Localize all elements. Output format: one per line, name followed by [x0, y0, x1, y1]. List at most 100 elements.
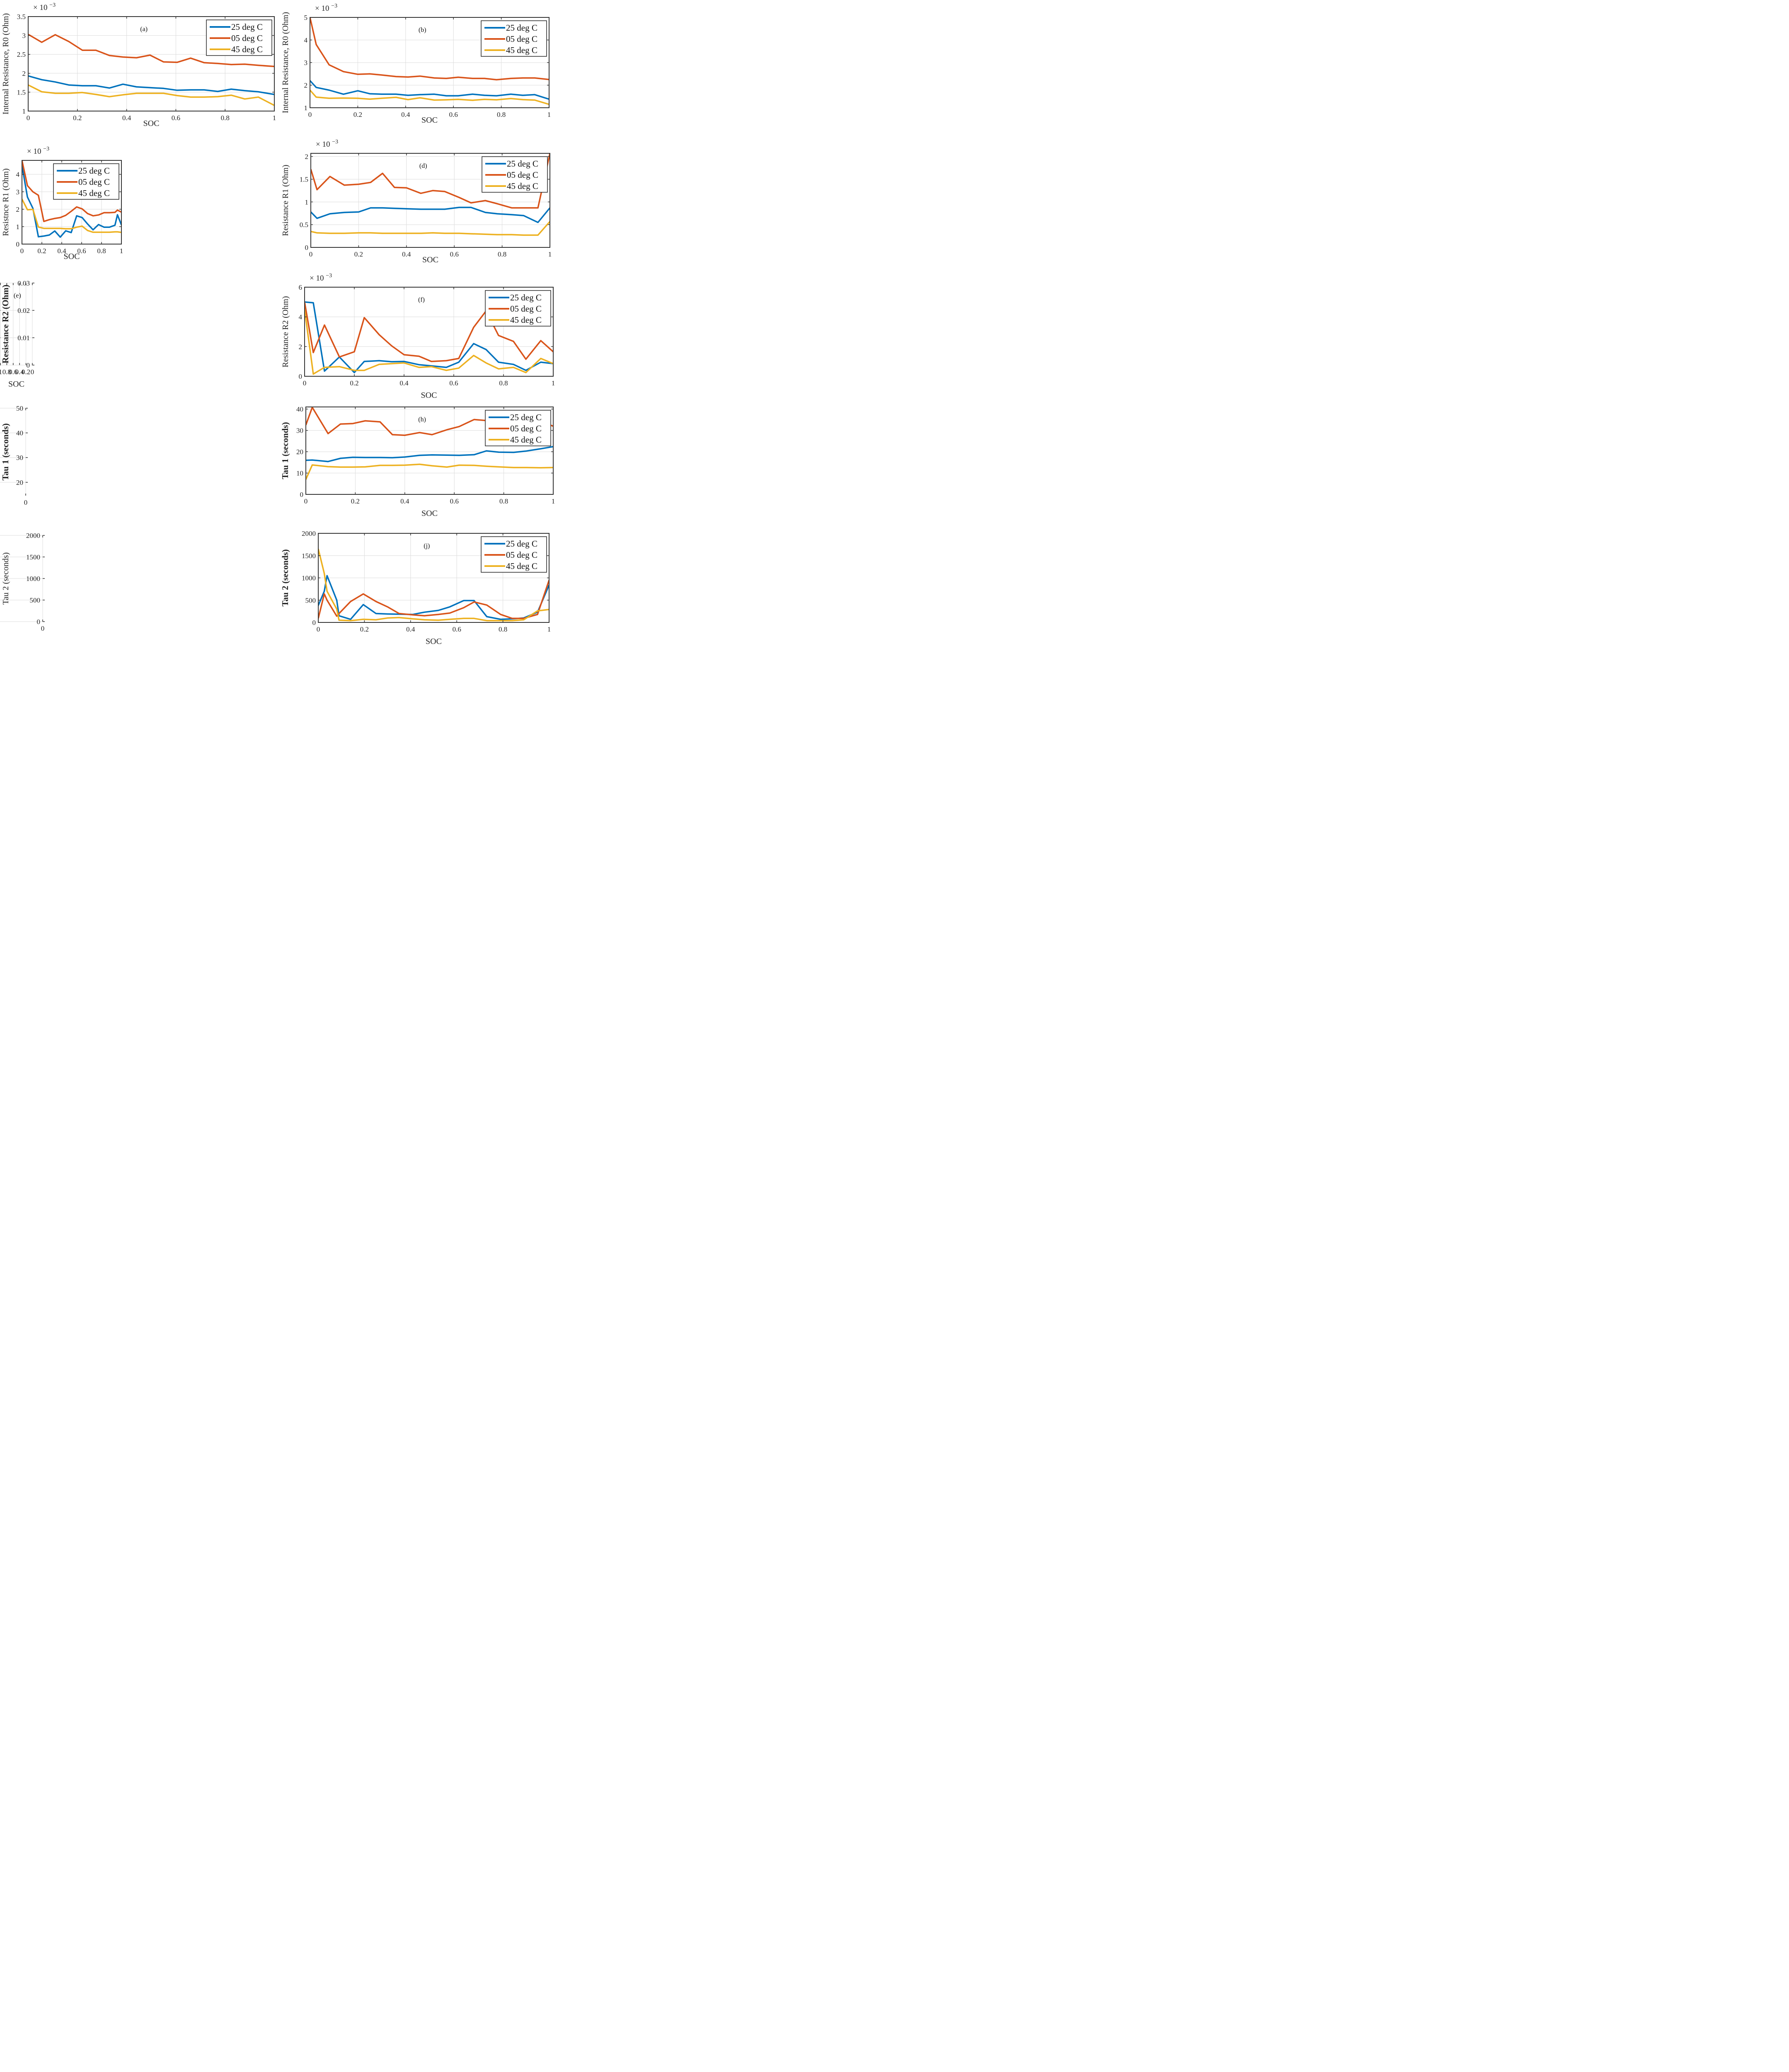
axis-multiplier: × 10 −3: [27, 146, 49, 156]
x-axis-label: SOC: [421, 391, 437, 400]
y-axis-label: Resistance R2 (Ohm): [0, 285, 10, 363]
x-tick-label: 0.6: [450, 497, 459, 505]
y-tick-label: 2: [16, 206, 20, 213]
y-tick-label: 1500: [302, 552, 316, 560]
y-tick-label: 30: [16, 454, 23, 462]
x-tick-label: 1: [552, 497, 555, 505]
x-tick-label: 0.2: [73, 114, 82, 122]
legend-label: 25 deg C: [506, 539, 537, 549]
multiplier-base: × 10: [316, 140, 332, 149]
x-tick-label: 0.8: [221, 114, 230, 122]
legend-label: 25 deg C: [507, 159, 538, 169]
panel-tag: (h): [418, 416, 426, 423]
legend-label: 45 deg C: [507, 181, 538, 191]
x-tick-label: 0.6: [450, 250, 459, 258]
y-tick-label: 0.02: [17, 307, 30, 315]
legend-label: 45 deg C: [510, 435, 542, 445]
x-tick-label: 1: [0, 368, 2, 376]
x-axis-label: SOC: [143, 119, 160, 128]
chart-svg-g: 00.20.40.60.8120304050SOCTau 1 (seconds)…: [0, 404, 28, 506]
y-axis-label: Tau 2 (seconds): [280, 549, 290, 606]
x-tick-label: 0.8: [498, 250, 506, 258]
x-axis-label: SOC: [426, 637, 442, 646]
legend-label: 05 deg C: [510, 424, 542, 433]
y-tick-label: 1000: [26, 575, 40, 583]
y-tick-label: 10: [296, 470, 303, 477]
x-tick-label: 0: [308, 111, 312, 119]
axis-multiplier: × 10 −3: [33, 2, 56, 12]
chart-panel-h: 0 0.2 0.4 0.6 0.8 1 0 10 20 30 40 SOC Tau 1 (seconds…: [280, 398, 559, 528]
x-tick-label: 0.2: [37, 247, 46, 255]
y-axis-label: Internal Resistance, R0 (Ohm): [1, 13, 10, 114]
y-axis-label: Tau 2 (seconds): [1, 552, 10, 605]
chart-panel-e: 0 0.2 0.4 0.6 0.8 1 0 0.01 0.02 0.03 SOC Resistance…: [0, 274, 280, 404]
chart-svg-b: 0 0.2 0.4 0.6 0.8 1 1 2 3 4 5 SOC Internal Resistanc…: [281, 3, 551, 125]
series-line-25-deg-c: [28, 75, 274, 95]
y-axis-label: Tau 1 (seconds): [280, 422, 290, 479]
chart-panel-j: 0 0.2 0.4 0.6 0.8 1 0 500 1000 1500 2000 SOC Tau 2 (…: [280, 522, 559, 652]
chart-svg-a: 0 0.2 0.4 0.6 0.8 1 1 1.5 2 2.5 3 3.5 SOC Internal Re…: [1, 2, 276, 128]
axes-frame: [310, 153, 550, 248]
x-tick-label: 1: [120, 247, 123, 255]
legend-label: 25 deg C: [510, 293, 542, 303]
y-tick-label: 0: [300, 491, 304, 499]
series-line-25-deg-c: [318, 575, 549, 620]
chart-svg-c: 0 0.2 0.4 0.6 0.8 1 0 1 2 3 4 SOC Resistnce R1 (Ohm)…: [1, 146, 123, 261]
multiplier-base: × 10: [33, 3, 49, 12]
y-tick-label: 1: [305, 198, 309, 206]
x-tick-label: 0.8: [497, 111, 506, 119]
y-tick-label: 2.5: [17, 51, 26, 58]
legend-label: 05 deg C: [231, 33, 263, 43]
chart-svg-f: 0 0.2 0.4 0.6 0.8 1 0 2 4 6 SOC Resistance R2 (Ohm)…: [281, 274, 555, 400]
axes-frame: [28, 16, 275, 111]
multiplier-exponent: −3: [43, 146, 49, 152]
y-tick-label: 500: [305, 596, 316, 604]
x-tick-label: 0: [20, 247, 24, 255]
y-tick-label: 20: [16, 479, 23, 487]
y-tick-label: 40: [16, 429, 23, 437]
axis-multiplier: × 10 −3: [310, 274, 332, 283]
legend-label: 45 deg C: [231, 44, 263, 54]
x-axis-label: SOC: [421, 116, 438, 125]
legend: 25 deg C05 deg C45 deg C: [482, 156, 548, 193]
series-line-25-deg-c: [310, 80, 549, 100]
y-tick-label: 30: [296, 427, 303, 435]
panel-tag: (j): [424, 542, 430, 549]
x-tick-label: 0.4: [401, 111, 410, 119]
y-tick-label: 1: [304, 104, 308, 112]
x-tick-label: 0: [309, 250, 313, 258]
y-tick-label: 0: [37, 618, 41, 626]
x-tick-label: 0.8: [499, 497, 508, 505]
y-tick-label: 0: [312, 619, 316, 627]
x-tick-label: 0.4: [406, 625, 415, 633]
legend-label: 25 deg C: [78, 166, 110, 176]
y-tick-label: 2000: [302, 530, 316, 537]
x-tick-label: 0.8: [97, 247, 106, 255]
x-tick-label: 1: [552, 379, 555, 387]
legend-label: 25 deg C: [231, 22, 263, 32]
series-line-25-deg-c: [305, 301, 553, 373]
x-tick-label: 0: [24, 499, 28, 506]
legend-label: 45 deg C: [510, 315, 542, 325]
multiplier-exponent: −3: [49, 2, 56, 8]
legend: 25 deg C05 deg C45 deg C: [206, 19, 272, 56]
x-tick-label: 1: [547, 625, 551, 633]
series-line-05-deg-c: [28, 34, 274, 68]
series-line-25-deg-c: [22, 165, 121, 238]
y-tick-label: 3: [304, 59, 308, 67]
y-tick-label: 0.5: [300, 221, 308, 229]
y-tick-label: 2000: [26, 532, 40, 540]
chart-svg-j: 0 0.2 0.4 0.6 0.8 1 0 500 1000 1500 2000 SOC Tau 2 (…: [280, 530, 551, 646]
y-tick-label: 3: [16, 188, 20, 196]
x-tick-label: 0.2: [22, 368, 30, 376]
y-tick-label: 0: [305, 244, 309, 252]
y-axis-label: Resistance R2 (Ohm): [281, 296, 290, 367]
y-tick-label: 1.5: [300, 176, 308, 184]
series-line-05-deg-c: [22, 160, 121, 223]
x-tick-label: 0: [303, 379, 307, 387]
chart-panel-d: 0 0.2 0.4 0.6 0.8 1 0 0.5 1 1.5 2 SOC Resistance R1 …: [280, 137, 559, 267]
chart-svg-d: 0 0.2 0.4 0.6 0.8 1 0 0.5 1 1.5 2 SOC Resistance R1 …: [281, 139, 552, 264]
x-tick-label: 0.6: [449, 379, 458, 387]
legend-label: 25 deg C: [506, 23, 537, 33]
